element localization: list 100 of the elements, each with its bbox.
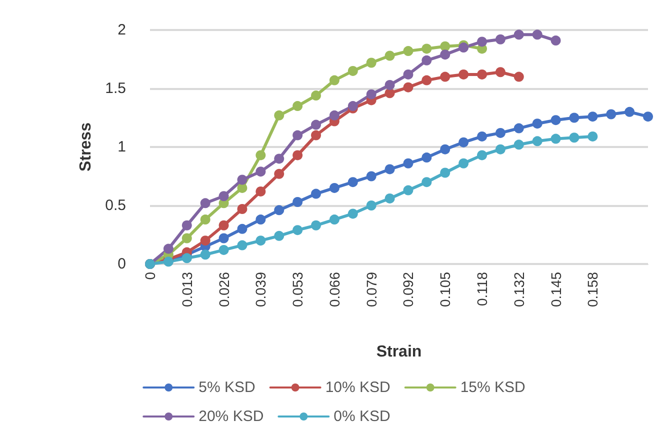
- legend-label: 5% KSD: [198, 379, 256, 396]
- point: [384, 80, 395, 90]
- point: [403, 185, 414, 196]
- point: [422, 55, 432, 66]
- y-tick-label: 2: [118, 22, 126, 38]
- point: [329, 214, 340, 225]
- point: [458, 137, 469, 148]
- point: [477, 150, 487, 160]
- point: [384, 164, 395, 174]
- point: [643, 112, 653, 122]
- point: [200, 250, 210, 260]
- point: [348, 177, 358, 188]
- x-axis-title: Strain: [376, 344, 422, 360]
- legend-label: 0% KSD: [334, 408, 391, 425]
- x-tick-label: 0.132: [510, 272, 527, 308]
- point: [403, 158, 414, 168]
- point: [495, 128, 506, 138]
- point: [514, 72, 524, 82]
- x-tick-label: 0.026: [216, 272, 232, 308]
- legend-label: 10% KSD: [325, 379, 391, 396]
- y-tick-label: 0: [118, 256, 126, 272]
- point: [366, 171, 376, 182]
- x-tick-label: 0.066: [326, 272, 342, 308]
- point: [182, 233, 192, 244]
- x-tick-label: 0.118: [474, 272, 490, 306]
- point: [256, 236, 266, 246]
- point: [532, 136, 542, 146]
- point: [532, 118, 542, 129]
- point: [458, 69, 469, 80]
- point: [569, 132, 580, 143]
- point: [514, 123, 524, 134]
- point: [311, 90, 321, 101]
- point: [200, 236, 210, 246]
- point: [403, 82, 414, 92]
- point: [292, 130, 303, 140]
- point: [384, 50, 395, 61]
- point: [422, 75, 432, 86]
- point: [274, 230, 284, 241]
- point: [440, 50, 450, 60]
- point: [550, 134, 561, 144]
- point: [348, 66, 358, 76]
- x-tick-label: 0.079: [363, 272, 380, 308]
- point: [329, 75, 340, 86]
- point: [477, 36, 487, 47]
- point: [384, 193, 395, 204]
- point: [200, 214, 210, 225]
- point: [458, 42, 469, 53]
- point: [532, 30, 542, 40]
- point: [514, 30, 524, 40]
- point: [237, 224, 248, 234]
- point: [440, 72, 450, 82]
- point: [495, 34, 506, 44]
- point: [495, 144, 506, 154]
- point: [440, 41, 450, 52]
- y-tick-label: 1.5: [105, 80, 126, 97]
- point: [588, 112, 598, 122]
- x-tick-label: 0.092: [400, 272, 416, 308]
- x-tick-label: 0.053: [290, 272, 306, 308]
- legend-label: 20% KSD: [198, 408, 264, 425]
- point: [495, 67, 506, 78]
- x-tick-label: 0.013: [178, 272, 195, 308]
- point: [606, 109, 616, 120]
- x-tick-label: 0.105: [437, 272, 454, 308]
- point: [237, 182, 248, 193]
- x-tick-label: 0.158: [584, 272, 601, 308]
- y-tick-label: 0.5: [105, 197, 126, 214]
- point: [311, 188, 321, 199]
- point: [292, 150, 303, 160]
- point: [292, 101, 303, 112]
- point: [311, 130, 321, 140]
- point: [440, 144, 450, 154]
- point: [477, 69, 487, 80]
- point: [237, 240, 248, 250]
- point: [163, 244, 174, 254]
- point: [348, 208, 358, 219]
- point: [292, 225, 303, 236]
- point: [422, 177, 432, 188]
- point: [274, 168, 284, 179]
- point: [422, 152, 432, 163]
- point: [311, 220, 321, 230]
- point: [403, 46, 414, 56]
- point: [366, 200, 376, 210]
- y-axis-title: Stress: [78, 122, 95, 172]
- x-tick-label: 0: [142, 272, 158, 280]
- point: [440, 168, 450, 178]
- point: [311, 120, 321, 130]
- point: [218, 244, 229, 255]
- point: [256, 166, 266, 177]
- x-tick-label: 0.039: [252, 272, 269, 308]
- point: [218, 220, 229, 230]
- point: [550, 36, 561, 46]
- y-tick-label: 1: [118, 138, 126, 156]
- point: [292, 196, 303, 207]
- point: [477, 131, 487, 142]
- point: [550, 115, 561, 126]
- point: [256, 150, 266, 160]
- point: [458, 158, 469, 168]
- point: [403, 69, 414, 80]
- point: [329, 110, 340, 120]
- point: [274, 110, 284, 120]
